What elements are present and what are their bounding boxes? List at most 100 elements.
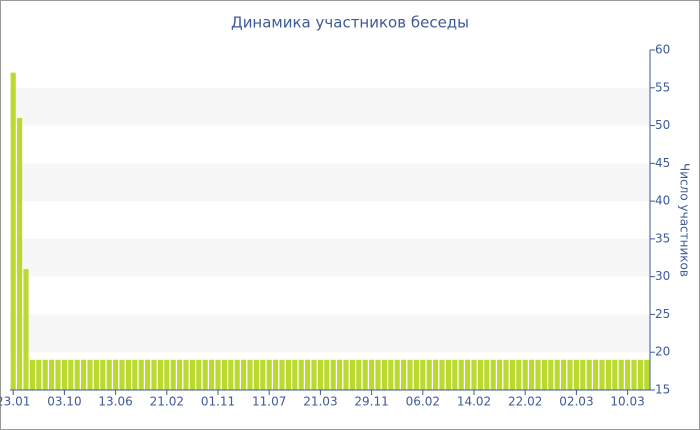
bar	[113, 359, 119, 390]
bar	[541, 359, 547, 390]
bar	[61, 359, 67, 390]
bar	[164, 359, 170, 390]
bar	[407, 359, 413, 390]
bar	[215, 359, 221, 390]
bar	[599, 359, 605, 390]
grid-band	[10, 87, 650, 126]
bar	[29, 359, 35, 390]
bar	[605, 359, 611, 390]
x-tick-label: 11.07	[252, 395, 286, 409]
bar	[170, 359, 176, 390]
bar	[516, 359, 522, 390]
bar	[535, 359, 541, 390]
y-tick-label: 50	[655, 118, 670, 132]
x-tick-label: 02.03	[559, 395, 593, 409]
bar	[42, 359, 48, 390]
bar	[644, 359, 650, 390]
x-tick-label: 03.10	[47, 395, 81, 409]
bar	[36, 359, 42, 390]
bar	[343, 359, 349, 390]
bar	[221, 359, 227, 390]
bar	[465, 359, 471, 390]
bar	[266, 359, 272, 390]
bar	[401, 359, 407, 390]
bar	[503, 359, 509, 390]
bar	[17, 118, 23, 390]
bar	[241, 359, 247, 390]
bar	[125, 359, 131, 390]
x-tick-label: 10.03	[610, 395, 644, 409]
bar	[458, 359, 464, 390]
bar	[74, 359, 80, 390]
x-tick-label: 22.02	[508, 395, 542, 409]
bar	[324, 359, 330, 390]
bar	[612, 359, 618, 390]
bar	[279, 359, 285, 390]
bar	[247, 359, 253, 390]
bar	[177, 359, 183, 390]
bar	[394, 359, 400, 390]
bar	[490, 359, 496, 390]
bar	[202, 359, 208, 390]
bar	[157, 359, 163, 390]
bar	[529, 359, 535, 390]
bar	[631, 359, 637, 390]
bar	[356, 359, 362, 390]
bar	[234, 359, 240, 390]
grid-band	[10, 163, 650, 202]
bar	[10, 72, 16, 391]
bar	[317, 359, 323, 390]
x-tick-label: 23.01	[0, 395, 30, 409]
bar	[260, 359, 266, 390]
bar	[349, 359, 355, 390]
bar	[484, 359, 490, 390]
bar	[55, 359, 61, 390]
bar	[548, 359, 554, 390]
y-tick-label: 15	[655, 383, 670, 397]
x-tick-label: 01.11	[201, 395, 235, 409]
bar	[471, 359, 477, 390]
x-tick-label: 06.02	[406, 395, 440, 409]
y-tick-label: 55	[655, 80, 670, 94]
bar	[497, 359, 503, 390]
bar	[311, 359, 317, 390]
bar	[292, 359, 298, 390]
bar	[285, 359, 291, 390]
x-tick-label: 14.02	[457, 395, 491, 409]
y-tick-label: 60	[655, 43, 670, 57]
y-tick-label: 40	[655, 194, 670, 208]
x-tick-label: 21.03	[303, 395, 337, 409]
bar	[426, 359, 432, 390]
bar	[369, 359, 375, 390]
bar	[618, 359, 624, 390]
bar	[433, 359, 439, 390]
bar	[561, 359, 567, 390]
bar	[586, 359, 592, 390]
bar	[580, 359, 586, 390]
bar	[23, 269, 29, 390]
bar	[100, 359, 106, 390]
bar	[637, 359, 643, 390]
chart-title: Динамика участников беседы	[231, 14, 469, 32]
y-tick-label: 20	[655, 345, 670, 359]
grid-band	[10, 238, 650, 277]
bar	[477, 359, 483, 390]
bar	[253, 359, 259, 390]
x-tick-label: 29.11	[354, 395, 388, 409]
bar	[445, 359, 451, 390]
y-axis-label: Число участников	[678, 163, 692, 277]
bar	[93, 359, 99, 390]
bar	[420, 359, 426, 390]
bar	[375, 359, 381, 390]
y-tick-label: 45	[655, 156, 670, 170]
bar	[273, 359, 279, 390]
bar	[554, 359, 560, 390]
bar	[573, 359, 579, 390]
bar	[138, 359, 144, 390]
bar	[183, 359, 189, 390]
bar	[388, 359, 394, 390]
bar	[106, 359, 112, 390]
y-tick-label: 25	[655, 307, 670, 321]
grid-band	[10, 314, 650, 353]
bar	[298, 359, 304, 390]
